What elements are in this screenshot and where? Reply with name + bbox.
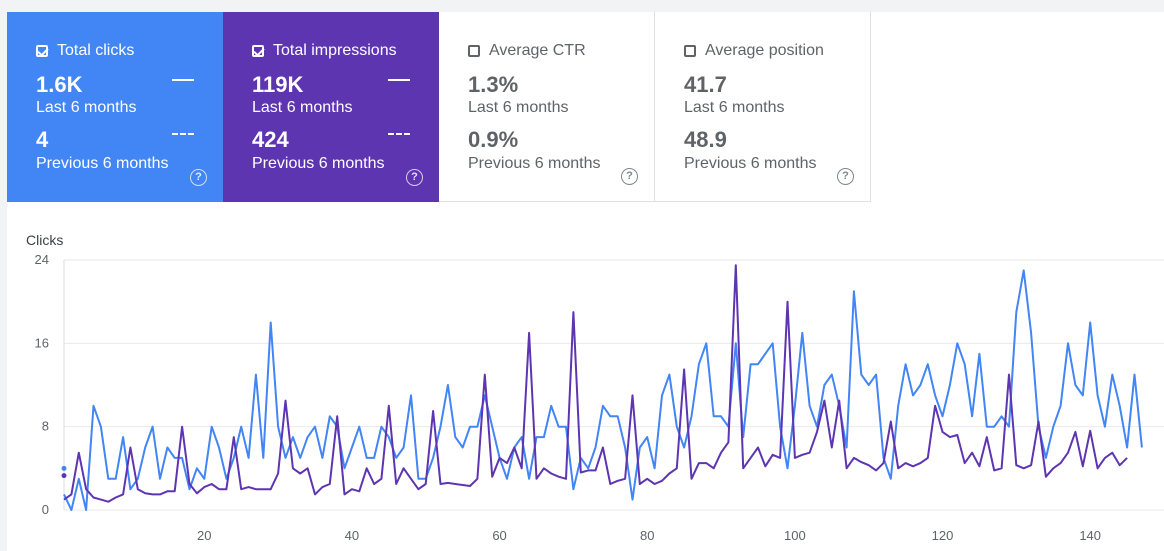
current-period: Last 6 months <box>468 99 569 116</box>
card-label: Total impressions <box>273 42 397 59</box>
x-tick-label: 140 <box>1079 528 1101 543</box>
previous-period: Previous 6 months <box>684 155 817 172</box>
solid-line-legend-icon <box>172 79 194 81</box>
current-value: 41.7 <box>684 72 727 97</box>
checkbox-checked-icon[interactable] <box>252 45 264 57</box>
x-tick-label: 120 <box>932 528 954 543</box>
help-icon[interactable]: ? <box>837 168 854 185</box>
metric-cards: Total clicks 1.6K Last 6 months 4 Previo… <box>7 12 871 202</box>
previous-value: 0.9% <box>468 127 519 152</box>
help-icon[interactable]: ? <box>406 169 423 186</box>
checkbox-checked-icon[interactable] <box>36 45 48 57</box>
help-icon[interactable]: ? <box>190 169 207 186</box>
previous-period: Previous 6 months <box>468 155 601 172</box>
x-tick-label: 60 <box>492 528 506 543</box>
series-line-1 <box>63 269 1143 511</box>
x-tick-label: 20 <box>197 528 211 543</box>
x-tick-label: 80 <box>640 528 654 543</box>
current-value: 1.6K <box>36 72 83 97</box>
current-period: Last 6 months <box>36 99 137 116</box>
performance-chart[interactable]: Clicks 0 8 16 24 20 40 60 80 100 120 140 <box>7 222 1164 551</box>
performance-panel: Total clicks 1.6K Last 6 months 4 Previo… <box>7 12 1164 551</box>
solid-line-legend-icon <box>388 79 410 81</box>
card-header[interactable]: Total clicks <box>36 42 134 60</box>
previous-period: Previous 6 months <box>252 155 385 172</box>
previous-value: 48.9 <box>684 127 727 152</box>
previous-period: Previous 6 months <box>36 155 169 172</box>
help-icon[interactable]: ? <box>621 168 638 185</box>
previous-value: 4 <box>36 127 49 152</box>
previous-value: 424 <box>252 127 289 152</box>
series-marker <box>61 473 67 479</box>
card-total-clicks[interactable]: Total clicks 1.6K Last 6 months 4 Previo… <box>7 12 223 202</box>
card-average-ctr[interactable]: Average CTR 1.3% Last 6 months 0.9% Prev… <box>439 12 655 202</box>
y-tick-label: 16 <box>35 335 49 350</box>
dashed-line-legend-icon <box>172 133 194 135</box>
current-period: Last 6 months <box>684 99 785 116</box>
dashed-line-legend-icon <box>388 133 410 135</box>
card-total-impressions[interactable]: Total impressions 119K Last 6 months 424… <box>223 12 439 202</box>
y-tick-label: 24 <box>35 252 49 267</box>
series-line-2 <box>63 264 1128 503</box>
current-period: Last 6 months <box>252 99 353 116</box>
card-label: Average CTR <box>489 42 586 59</box>
y-axis-title: Clicks <box>26 232 64 248</box>
y-tick-label: 0 <box>42 502 49 517</box>
y-tick-label: 8 <box>42 419 49 434</box>
card-label: Total clicks <box>57 42 135 59</box>
current-value: 119K <box>252 72 304 97</box>
series-marker <box>61 465 67 471</box>
line-chart-svg[interactable]: 0 8 16 24 20 40 60 80 100 120 140 <box>7 222 1164 551</box>
card-header[interactable]: Total impressions <box>252 42 397 60</box>
card-header[interactable]: Average CTR <box>468 42 586 60</box>
card-average-position[interactable]: Average position 41.7 Last 6 months 48.9… <box>655 12 871 202</box>
x-tick-label: 40 <box>345 528 359 543</box>
checkbox-unchecked-icon[interactable] <box>468 45 480 57</box>
current-value: 1.3% <box>468 72 519 97</box>
card-header[interactable]: Average position <box>684 42 824 60</box>
checkbox-unchecked-icon[interactable] <box>684 45 696 57</box>
x-tick-label: 100 <box>784 528 806 543</box>
card-label: Average position <box>705 42 824 59</box>
